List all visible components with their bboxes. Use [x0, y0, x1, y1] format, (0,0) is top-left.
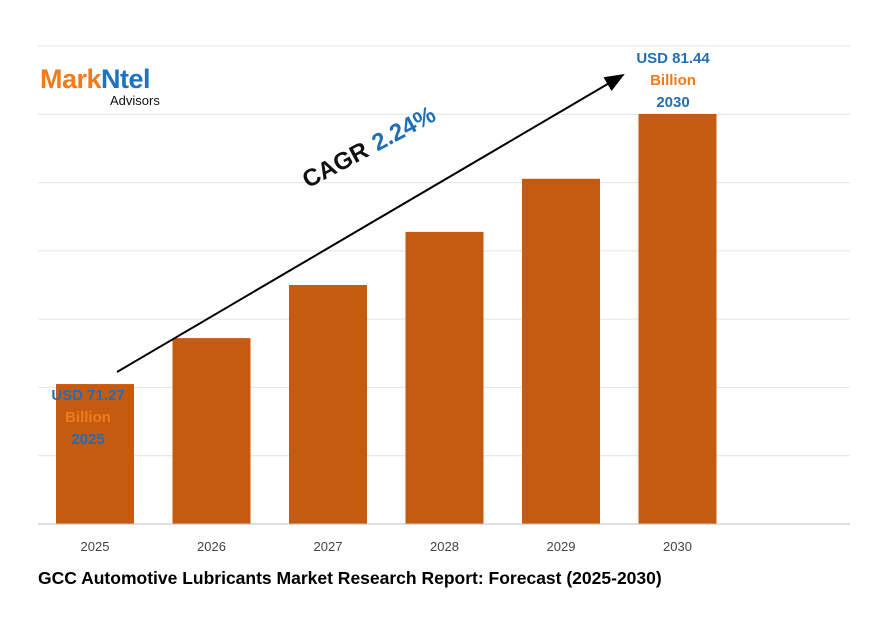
start-value-billion: Billion [65, 409, 111, 426]
bar [522, 178, 600, 524]
x-tick-label: 2027 [314, 539, 343, 554]
start-value-usd: USD 71.27 [51, 387, 125, 404]
bar [638, 113, 717, 524]
end-value-billion: Billion [650, 72, 696, 89]
x-tick-label: 2026 [197, 539, 226, 554]
bar [289, 285, 367, 524]
start-value-callout: USD 71.27 Billion 2025 [36, 385, 140, 451]
bar [56, 384, 134, 524]
bar [172, 338, 251, 524]
end-value-callout: USD 81.44 Billion 2030 [618, 48, 728, 114]
start-value-year: 2025 [71, 431, 105, 448]
x-tick-label: 2030 [663, 539, 692, 554]
x-tick-label: 2025 [81, 539, 110, 554]
markntel-logo: MarkNtel Advisors [40, 64, 160, 108]
x-tick-label: 2028 [430, 539, 459, 554]
logo-mark-text: Mark [40, 64, 102, 94]
logo-ntel-text: Ntel [101, 64, 151, 94]
logo-wordmark: MarkNtel [40, 64, 151, 94]
cagr-arrow [116, 73, 625, 373]
bar [405, 231, 484, 524]
end-value-usd: USD 81.44 [636, 50, 710, 67]
logo-advisors-text: Advisors [110, 93, 160, 108]
chart-title: GCC Automotive Lubricants Market Researc… [38, 568, 662, 588]
x-tick-label: 2029 [547, 539, 576, 554]
end-value-year: 2030 [656, 94, 690, 111]
